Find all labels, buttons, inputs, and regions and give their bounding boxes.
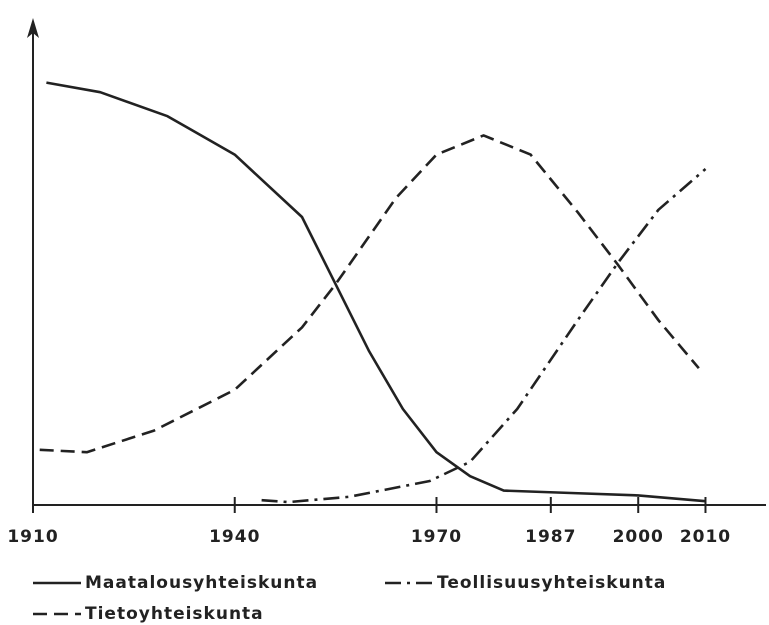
x-tick-label: 1987 bbox=[525, 527, 576, 547]
y-axis-arrow bbox=[27, 18, 39, 38]
line-series bbox=[46, 81, 706, 503]
x-tick-label: 1970 bbox=[411, 527, 462, 547]
x-tick-label: 1940 bbox=[209, 527, 260, 547]
legend-label: Maatalousyhteiskunta bbox=[85, 573, 318, 593]
line-series bbox=[261, 168, 707, 504]
x-tick-label: 2010 bbox=[680, 527, 731, 547]
legend-label: Tietoyhteiskunta bbox=[85, 604, 264, 624]
x-tick-label: 2000 bbox=[613, 527, 664, 547]
line-series bbox=[39, 134, 700, 454]
legend-label: Teollisuusyhteiskunta bbox=[437, 573, 666, 593]
x-tick-label: 1910 bbox=[7, 527, 58, 547]
